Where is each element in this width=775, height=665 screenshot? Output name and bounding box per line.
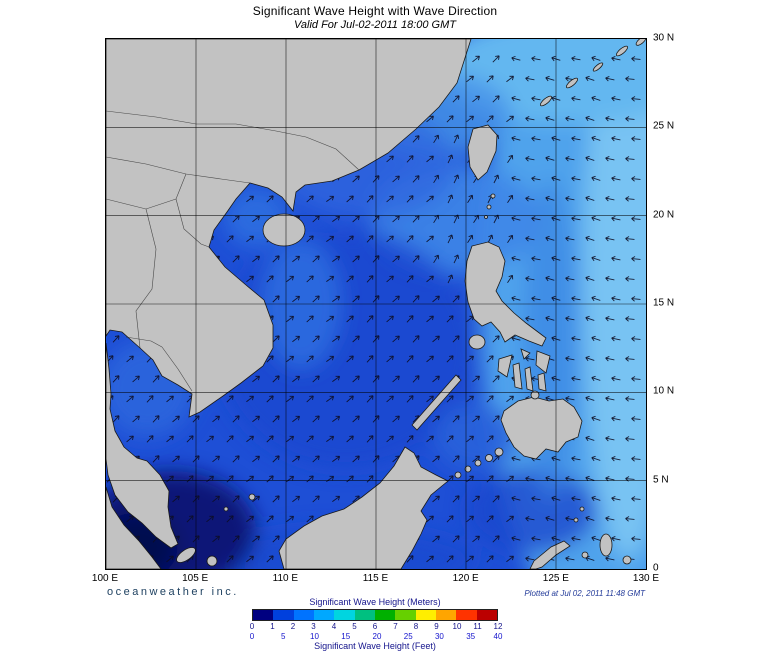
feet-tick-label: 20 xyxy=(372,632,382,641)
map-svg xyxy=(106,39,646,569)
colorbar-segment-11 xyxy=(476,610,497,620)
islands-southeast xyxy=(176,493,632,569)
legend-meters-ticks: 0 1 2 3 4 5 6 7 8 9 10 11 12 xyxy=(249,621,503,631)
latitude-axis: 30 N 25 N 20 N 15 N 10 N 5 N 0 xyxy=(653,33,698,574)
island-mindanao xyxy=(500,396,583,460)
colorbar-segment-5 xyxy=(354,610,375,620)
lat-tick-label: 15 N xyxy=(653,297,675,309)
lat-tick-label: 20 N xyxy=(653,209,675,221)
lon-tick-label: 125 E xyxy=(542,573,569,584)
lat-tick-label: 0 xyxy=(653,562,659,574)
meters-tick-label: 7 xyxy=(393,622,398,631)
feet-tick-label: 25 xyxy=(403,632,413,641)
legend-feet-ticks: 0 5 10 15 20 25 30 35 40 xyxy=(249,631,503,641)
colorbar-segment-2 xyxy=(293,610,314,620)
meters-tick-label: 2 xyxy=(290,622,296,631)
landmass-malay-peninsula xyxy=(106,342,179,549)
lat-tick-label: 30 N xyxy=(653,32,675,44)
meters-tick-label: 4 xyxy=(331,622,337,631)
colorbar-segment-7 xyxy=(395,610,416,620)
plotted-timestamp: Plotted at Jul 02, 2011 11:48 GMT xyxy=(524,589,645,598)
meters-tick-label: 3 xyxy=(311,622,316,631)
chart-header: Significant Wave Height with Wave Direct… xyxy=(253,4,497,31)
meters-tick-label: 11 xyxy=(473,622,482,631)
feet-tick-label: 0 xyxy=(249,632,255,641)
landmasses xyxy=(106,39,646,569)
islands-visayas xyxy=(497,348,551,400)
feet-tick-label: 10 xyxy=(310,632,319,641)
colorbar-segment-9 xyxy=(435,610,457,620)
colorbar-segment-0 xyxy=(253,610,274,620)
chart-title: Significant Wave Height with Wave Direct… xyxy=(252,4,498,18)
lon-tick-label: 105 E xyxy=(182,573,209,584)
meters-tick-label: 6 xyxy=(372,622,378,631)
map-canvas xyxy=(105,38,647,570)
chart-valid-time: Valid For Jul-02-2011 18:00 GMT xyxy=(293,19,457,31)
oceanweather-logo: oceanweather inc. xyxy=(107,586,239,598)
feet-tick-label: 40 xyxy=(493,632,503,641)
graticule xyxy=(106,39,646,569)
feet-tick-label: 15 xyxy=(341,632,351,641)
feet-tick-label: 35 xyxy=(466,632,476,641)
lon-tick-label: 120 E xyxy=(452,573,479,584)
colorbar-segment-10 xyxy=(456,610,477,620)
colorbar-segment-6 xyxy=(374,610,396,620)
meters-tick-label: 10 xyxy=(452,622,462,631)
lon-tick-label: 115 E xyxy=(362,573,389,584)
lon-tick-label: 100 E xyxy=(91,573,119,584)
feet-tick-label: 5 xyxy=(281,632,286,641)
meters-tick-label: 12 xyxy=(493,622,503,631)
colorbar-segment-4 xyxy=(334,610,355,620)
lat-tick-label: 25 N xyxy=(653,120,675,132)
island-hainan xyxy=(262,213,306,247)
island-mindoro xyxy=(468,334,486,350)
lon-tick-label: 130 E xyxy=(632,573,660,584)
island-sumatra xyxy=(106,486,162,569)
meters-tick-label: 8 xyxy=(413,622,419,631)
lon-tick-label: 110 E xyxy=(272,573,299,584)
colorbar-segment-8 xyxy=(415,610,436,620)
colorbar-segment-1 xyxy=(273,610,294,620)
legend-meters-label: Significant Wave Height (Meters) xyxy=(309,597,441,607)
island-palawan xyxy=(411,374,462,431)
colorbar-segment-3 xyxy=(313,610,335,620)
meters-tick-label: 0 xyxy=(249,622,255,631)
islands-sulu-chain xyxy=(454,447,504,479)
legend-feet-label: Significant Wave Height (Feet) xyxy=(314,641,436,651)
legend-colorbar xyxy=(252,609,498,621)
lat-tick-label: 10 N xyxy=(653,385,675,397)
meters-tick-label: 1 xyxy=(270,622,275,631)
island-luzon xyxy=(464,241,547,347)
meters-tick-label: 5 xyxy=(352,622,357,631)
longitude-axis: 100 E 105 E 110 E 115 E 120 E 125 E 130 E xyxy=(92,573,659,587)
island-taiwan xyxy=(467,124,498,181)
lat-tick-label: 5 N xyxy=(653,474,669,486)
islands-ryukyu xyxy=(540,39,646,107)
island-borneo xyxy=(278,446,449,569)
feet-tick-label: 30 xyxy=(434,632,444,641)
meters-tick-label: 9 xyxy=(434,622,439,631)
